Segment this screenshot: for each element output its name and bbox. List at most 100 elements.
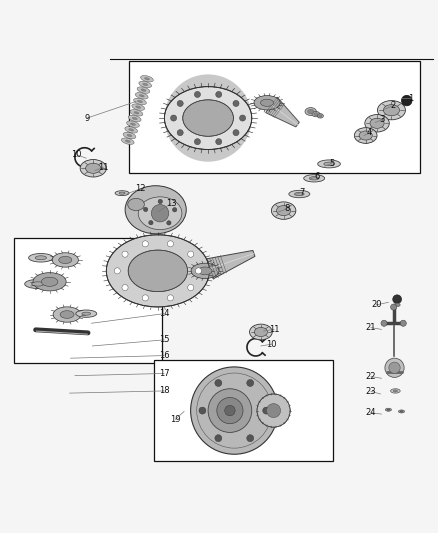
Ellipse shape (183, 100, 233, 136)
Ellipse shape (164, 87, 252, 149)
Ellipse shape (25, 279, 51, 288)
Ellipse shape (132, 117, 137, 120)
Circle shape (187, 285, 194, 290)
Circle shape (393, 295, 402, 304)
Circle shape (215, 435, 222, 442)
Ellipse shape (141, 89, 146, 91)
Polygon shape (265, 97, 299, 127)
Text: 13: 13 (166, 199, 176, 208)
Circle shape (247, 379, 254, 386)
Ellipse shape (385, 408, 392, 411)
Text: 17: 17 (159, 369, 170, 378)
Circle shape (149, 221, 153, 225)
Ellipse shape (41, 277, 58, 286)
Ellipse shape (121, 138, 134, 144)
Text: 18: 18 (159, 386, 170, 395)
Circle shape (187, 251, 194, 257)
Ellipse shape (138, 100, 142, 103)
Polygon shape (207, 251, 255, 279)
Circle shape (400, 320, 406, 326)
Ellipse shape (125, 140, 130, 142)
Text: 1: 1 (409, 94, 414, 103)
Ellipse shape (304, 175, 325, 182)
Circle shape (158, 199, 162, 204)
Ellipse shape (318, 115, 322, 117)
Text: 10: 10 (71, 150, 82, 159)
Text: 15: 15 (159, 335, 169, 344)
Ellipse shape (393, 390, 398, 392)
Circle shape (151, 205, 169, 222)
Ellipse shape (33, 273, 66, 291)
Ellipse shape (143, 83, 148, 86)
Circle shape (267, 403, 281, 417)
Circle shape (247, 435, 254, 442)
Ellipse shape (131, 123, 135, 125)
Circle shape (389, 362, 400, 374)
Text: 5: 5 (329, 159, 334, 168)
Text: 21: 21 (366, 323, 376, 332)
Ellipse shape (80, 159, 106, 177)
Ellipse shape (137, 87, 150, 93)
Circle shape (240, 115, 246, 121)
Circle shape (167, 295, 173, 301)
Ellipse shape (289, 190, 310, 198)
Bar (153, 360, 332, 461)
Ellipse shape (128, 198, 145, 211)
Circle shape (215, 139, 222, 145)
Circle shape (170, 115, 177, 121)
Text: 3: 3 (379, 115, 385, 124)
Ellipse shape (294, 192, 304, 196)
Circle shape (114, 268, 120, 274)
Ellipse shape (128, 115, 141, 122)
Circle shape (233, 130, 239, 136)
Ellipse shape (400, 411, 403, 412)
Ellipse shape (135, 93, 148, 99)
Ellipse shape (191, 263, 219, 279)
Circle shape (381, 320, 387, 326)
Ellipse shape (254, 95, 280, 110)
Circle shape (233, 100, 239, 107)
Circle shape (173, 207, 177, 212)
Ellipse shape (35, 256, 46, 260)
Circle shape (257, 394, 290, 427)
Circle shape (217, 398, 243, 424)
Ellipse shape (198, 267, 212, 274)
Ellipse shape (129, 128, 134, 131)
Circle shape (143, 207, 148, 212)
Ellipse shape (123, 132, 136, 139)
Ellipse shape (309, 176, 319, 180)
Ellipse shape (359, 131, 372, 140)
Ellipse shape (28, 254, 53, 262)
Circle shape (199, 407, 206, 414)
Circle shape (142, 295, 148, 301)
Ellipse shape (115, 191, 129, 196)
Ellipse shape (261, 99, 274, 107)
Text: 6: 6 (314, 172, 319, 181)
Ellipse shape (307, 109, 314, 114)
Ellipse shape (318, 160, 340, 168)
Ellipse shape (132, 104, 145, 110)
Circle shape (142, 241, 148, 247)
Ellipse shape (272, 202, 296, 220)
Text: 24: 24 (366, 408, 376, 417)
Circle shape (402, 95, 412, 106)
Ellipse shape (254, 327, 268, 336)
Text: 23: 23 (366, 387, 376, 396)
Text: 9: 9 (85, 114, 90, 123)
Ellipse shape (86, 163, 101, 173)
Ellipse shape (399, 410, 405, 413)
Text: 8: 8 (284, 204, 290, 213)
Ellipse shape (127, 134, 132, 137)
Bar (130, 61, 420, 173)
Ellipse shape (82, 312, 91, 315)
Ellipse shape (378, 101, 406, 120)
Ellipse shape (138, 197, 182, 230)
Ellipse shape (59, 256, 72, 263)
Ellipse shape (125, 127, 138, 133)
Bar (14, 238, 162, 362)
Ellipse shape (60, 311, 74, 318)
Ellipse shape (119, 192, 125, 194)
Circle shape (177, 130, 183, 136)
Circle shape (167, 221, 171, 225)
Text: 7: 7 (299, 188, 305, 197)
